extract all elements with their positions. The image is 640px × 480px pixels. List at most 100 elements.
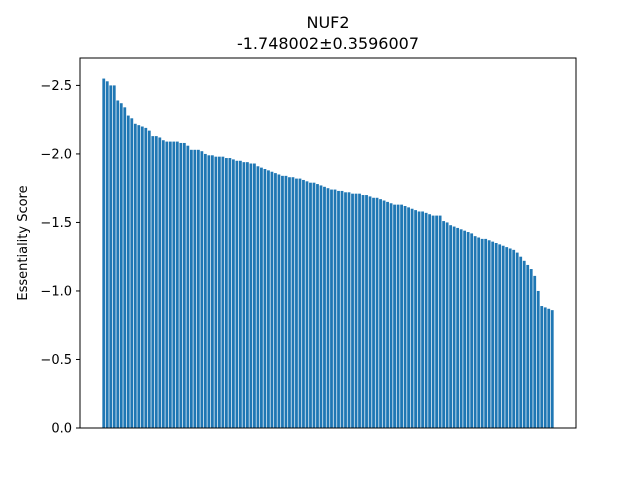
bar	[435, 215, 439, 428]
bar	[393, 204, 396, 428]
bar	[375, 197, 379, 428]
bar	[494, 243, 498, 428]
bar	[319, 185, 323, 428]
bar	[519, 256, 523, 428]
bar	[326, 188, 330, 428]
bar	[123, 107, 127, 428]
bar	[361, 195, 365, 428]
bar	[214, 156, 218, 429]
bar	[417, 211, 421, 428]
bar	[526, 264, 530, 428]
bar	[466, 232, 470, 428]
bar	[305, 181, 309, 428]
y-tick-label: 0.0	[51, 422, 72, 437]
bar	[270, 171, 274, 429]
bar	[508, 248, 512, 428]
bar	[501, 245, 505, 428]
bar	[137, 125, 141, 429]
y-axis-label: Essentiality Score	[16, 185, 31, 300]
bar	[470, 233, 474, 428]
bar	[228, 158, 232, 429]
bar	[130, 118, 134, 429]
chart-title: NUF2	[306, 13, 349, 32]
y-tick-label: −1.5	[40, 216, 72, 231]
bar	[536, 290, 540, 428]
bar	[291, 177, 295, 428]
bar	[116, 100, 120, 428]
bar	[505, 247, 509, 428]
bar	[410, 208, 414, 428]
bar	[172, 141, 176, 428]
bar	[224, 158, 228, 429]
bar	[295, 178, 298, 428]
bar	[102, 78, 106, 428]
bar	[316, 184, 319, 428]
bar	[477, 237, 481, 428]
bar	[533, 275, 537, 428]
bar	[424, 212, 428, 428]
bar	[246, 162, 249, 428]
bar	[421, 211, 424, 428]
bar	[203, 153, 207, 428]
bar	[249, 163, 253, 428]
plot-frame	[79, 57, 577, 429]
bar	[281, 175, 284, 428]
bar	[277, 174, 281, 428]
bar	[540, 306, 544, 428]
y-tick-label: −0.5	[40, 353, 72, 368]
bar	[386, 201, 389, 428]
bar	[473, 236, 477, 428]
bar	[193, 149, 197, 428]
bar	[340, 190, 344, 428]
bar	[161, 140, 165, 428]
bar	[175, 141, 179, 428]
bar	[302, 179, 305, 428]
bar	[459, 229, 463, 428]
bar	[512, 249, 516, 428]
bar	[529, 269, 533, 428]
bar	[253, 163, 256, 428]
bar	[133, 123, 137, 428]
bar	[354, 193, 358, 428]
bar	[351, 193, 354, 428]
bar	[140, 126, 144, 429]
bar	[112, 85, 116, 428]
bar	[438, 215, 442, 428]
bar	[358, 193, 361, 428]
bar	[452, 226, 456, 428]
y-tick-label: −2.0	[40, 147, 72, 162]
bar	[428, 214, 432, 428]
bar	[221, 156, 225, 429]
bar	[158, 137, 162, 429]
bar	[445, 222, 449, 428]
bar	[126, 115, 130, 428]
bar	[337, 190, 340, 428]
bar	[231, 159, 235, 428]
bar	[382, 200, 386, 428]
bar	[239, 160, 242, 428]
bar	[396, 204, 400, 428]
bar	[105, 81, 109, 429]
bar	[498, 244, 502, 428]
bar	[288, 177, 291, 428]
bar	[414, 210, 417, 428]
bar	[260, 167, 263, 428]
bar	[267, 170, 270, 428]
bar	[151, 136, 155, 429]
bar	[449, 225, 453, 428]
bar	[365, 195, 368, 428]
bar	[235, 160, 239, 428]
bar	[344, 192, 347, 428]
bar	[368, 196, 372, 428]
bar	[217, 156, 221, 429]
y-tick-label: −2.5	[40, 79, 72, 94]
bar	[182, 142, 186, 428]
bar	[550, 310, 554, 428]
bar	[463, 230, 467, 428]
bar	[547, 308, 551, 428]
bar	[242, 162, 246, 428]
chart-subtitle: -1.748002±0.3596007	[237, 34, 419, 53]
bar	[347, 192, 351, 428]
bar	[372, 197, 375, 428]
